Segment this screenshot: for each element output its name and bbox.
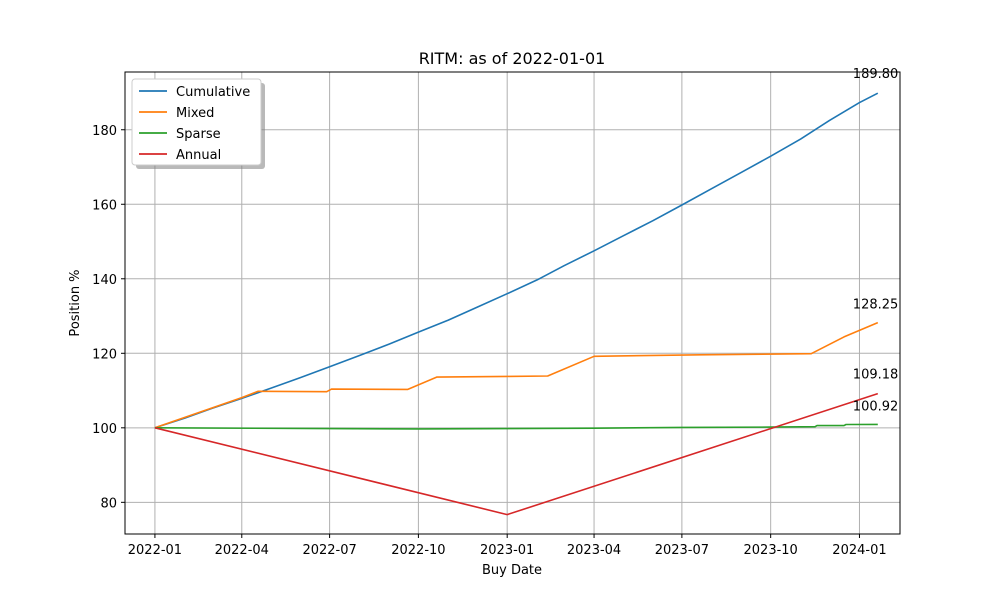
x-tick-label: 2022-07: [302, 543, 356, 558]
x-axis-label: Buy Date: [482, 563, 542, 578]
y-tick-label: 180: [92, 124, 117, 139]
plot-area: [154, 92, 879, 516]
plot-frame: [124, 71, 901, 535]
end-value-label-annual: 109.18: [853, 368, 899, 383]
x-tick-label: 2022-01: [128, 543, 182, 558]
x-tick-label: 2023-10: [744, 543, 798, 558]
x-tick-label: 2022-10: [391, 543, 445, 558]
legend-label-annual: Annual: [176, 148, 221, 163]
y-axis: 80 100 120 140 160 180: [92, 124, 125, 511]
series-line-sparse: [154, 423, 878, 430]
legend-label-cumulative: Cumulative: [176, 85, 250, 100]
end-value-label-mixed: 128.25: [853, 298, 899, 313]
end-labels: 189.80 128.25 109.18 100.92: [853, 67, 899, 414]
legend-box: [131, 78, 262, 166]
y-axis-label: Position %: [68, 269, 83, 336]
y-tick-label: 100: [92, 422, 117, 437]
x-tick-label: 2023-04: [567, 543, 621, 558]
x-axis: 2022-01 2022-04 2022-07 2022-10 2023-01 2023-…: [128, 534, 887, 558]
legend-label-sparse: Sparse: [176, 127, 221, 142]
x-tick-label: 2022-04: [215, 543, 269, 558]
end-value-label-cumulative: 189.80: [853, 67, 899, 82]
series-line-annual: [154, 392, 879, 516]
chart-title: RITM: as of 2022-01-01: [419, 49, 606, 68]
end-value-label-sparse: 100.92: [853, 399, 899, 414]
y-tick-label: 120: [92, 347, 117, 362]
legend: Cumulative Mixed Sparse Annual: [131, 78, 265, 169]
legend-label-mixed: Mixed: [176, 106, 214, 121]
x-tick-label: 2024-01: [832, 543, 886, 558]
series-line-mixed: [154, 321, 879, 429]
x-tick-label: 2023-01: [480, 543, 534, 558]
y-tick-label: 80: [100, 496, 117, 511]
x-tick-label: 2023-07: [655, 543, 709, 558]
series-line-cumulative: [154, 92, 879, 429]
y-tick-label: 160: [92, 198, 117, 213]
y-tick-label: 140: [92, 273, 117, 288]
